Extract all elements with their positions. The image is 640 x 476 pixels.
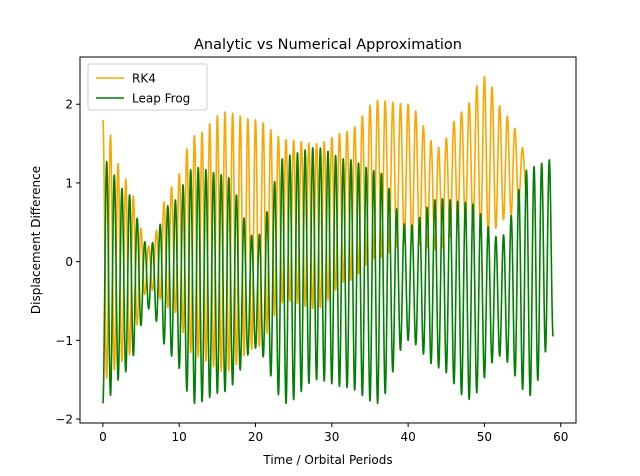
legend-label-rk4: RK4 <box>132 72 156 86</box>
y-tick-label: −2 <box>55 413 73 427</box>
series-line-leap-frog <box>102 147 554 405</box>
y-tick-label: 0 <box>65 255 73 269</box>
y-tick-label: 1 <box>65 176 73 190</box>
y-tick-label: 2 <box>65 98 73 112</box>
y-axis: −2 −1 0 1 2 <box>55 98 80 427</box>
y-axis-label: Displacement Difference <box>29 166 43 314</box>
x-tick-label: 20 <box>248 430 263 444</box>
x-tick-label: 50 <box>477 430 492 444</box>
series-layer <box>102 75 554 405</box>
x-tick-label: 30 <box>324 430 339 444</box>
chart-title: Analytic vs Numerical Approximation <box>194 37 462 53</box>
y-tick-label: −1 <box>55 334 73 348</box>
plot-frame <box>79 56 577 424</box>
x-axis-label: Time / Orbital Periods <box>262 453 392 467</box>
x-axis: 0 10 20 30 40 50 60 <box>99 423 568 444</box>
plot-area-background <box>80 57 576 423</box>
x-tick-label: 40 <box>400 430 415 444</box>
legend: RK4 Leap Frog <box>87 63 208 111</box>
legend-label-leap-frog: Leap Frog <box>132 92 190 106</box>
x-tick-label: 60 <box>553 430 568 444</box>
x-tick-label: 0 <box>99 430 107 444</box>
x-tick-label: 10 <box>172 430 187 444</box>
